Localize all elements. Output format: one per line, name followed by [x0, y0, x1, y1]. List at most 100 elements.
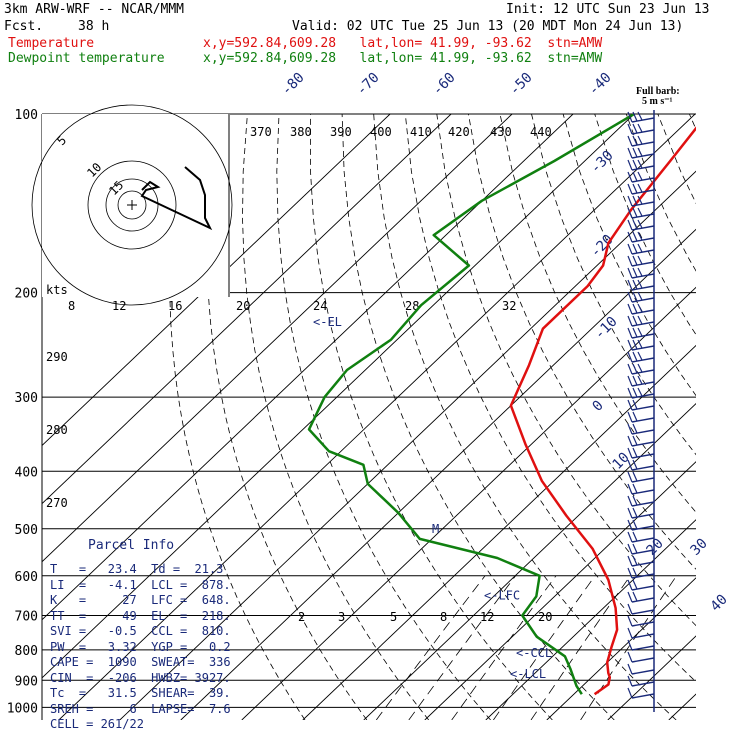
barb-legend-label: Full barb:: [636, 86, 680, 97]
wind-barb: [631, 513, 655, 519]
wind-barb-flag: [632, 243, 638, 254]
wind-barb-flag: [632, 279, 638, 290]
wind-barb-flag: [627, 135, 633, 147]
wind-barb-flag: [632, 255, 638, 266]
wind-barb-flag: [637, 147, 643, 157]
wind-barb-flag: [627, 627, 633, 639]
pressure-label: 900: [15, 674, 38, 689]
parcel-info-title: Parcel Info: [88, 538, 175, 553]
isotherm-label: -60: [430, 70, 459, 99]
dry-adiabat-line: [373, 114, 677, 720]
wind-barb: [631, 189, 655, 195]
wind-barb-flag: [627, 399, 633, 411]
wind-barb-flag: [627, 459, 633, 471]
temperature-trace: [509, 126, 696, 696]
wind-barb: [631, 537, 655, 543]
wind-barb: [631, 285, 655, 291]
parcel-row: LI = -4.1 LCL = 878.: [50, 577, 231, 592]
isotherm-line: [42, 114, 391, 447]
wind-barb: [631, 621, 655, 627]
wind-barb: [631, 549, 655, 555]
wind-barb-flag: [627, 183, 633, 195]
wind-barb: [631, 321, 655, 327]
isotherm-label: -10: [592, 314, 621, 343]
wind-barb-flag: [627, 495, 633, 507]
wind-barb-flag: [632, 399, 638, 410]
parcel-row: SREH = 6 LAPSE= 7.6: [50, 701, 231, 716]
isotherm-line: [42, 114, 452, 505]
wind-barb-flag: [632, 375, 638, 386]
dry-adiabat-line: [310, 114, 553, 720]
wind-barb: [631, 597, 655, 603]
dewpoint-legend: Dewpoint temperature: [8, 51, 165, 66]
wind-barb-flag: [627, 663, 633, 675]
isotherm-line: [42, 114, 574, 621]
wind-barb: [631, 561, 655, 567]
dry-adiabat-line: [404, 114, 696, 683]
wind-barb-flag: [627, 291, 633, 303]
wind-barb: [631, 429, 655, 435]
pressure-label: 500: [15, 523, 38, 538]
wind-barb-flag: [627, 147, 633, 159]
wind-barb-flag: [632, 483, 638, 494]
isotherm-label: -50: [507, 70, 536, 99]
wind-barb: [631, 153, 655, 159]
theta-label: 430: [490, 125, 512, 139]
hodograph-speed-label: 20: [236, 299, 250, 313]
isotherm-label: -70: [354, 70, 383, 99]
wind-barb: [631, 165, 655, 171]
wind-barb-flag: [637, 267, 643, 277]
dry-adiabat-line: [499, 114, 696, 513]
isotherm-line: [58, 114, 696, 720]
wind-barb-flag: [637, 363, 643, 373]
theta-label: 270: [46, 496, 68, 510]
hodograph-speed-label: 16: [168, 299, 182, 313]
wind-barb: [631, 417, 655, 423]
isotherm-label: 40: [708, 592, 731, 615]
pressure-label: 600: [15, 570, 38, 585]
wind-barb-flag: [637, 231, 643, 241]
parcel-row: CIN = -206 HWBZ= 3927.: [50, 670, 231, 685]
wind-barb-flag: [637, 387, 643, 397]
wind-barb: [631, 345, 655, 351]
wind-barb-flag: [632, 123, 638, 134]
theta-label: 420: [448, 125, 470, 139]
wind-barb-flag: [627, 471, 633, 483]
wind-barb: [631, 633, 655, 639]
wind-barb-flag: [632, 579, 638, 590]
isotherm-line: [241, 286, 696, 720]
wind-barb: [631, 669, 655, 675]
wind-barb-flag: [627, 567, 633, 579]
parcel-row: SVI = -0.5 CCL = 810.: [50, 624, 231, 638]
wind-barb-flag: [632, 207, 638, 218]
wind-barb-flag: [632, 195, 638, 206]
wind-barb-flag: [637, 375, 643, 385]
wind-barb-flag: [627, 651, 633, 663]
wind-barb: [631, 237, 655, 243]
wind-barb: [631, 141, 655, 147]
wind-barb-flag: [632, 171, 638, 182]
isotherm-line: [42, 114, 513, 563]
wind-barb-flag: [632, 231, 638, 242]
level-marker: <-LFC: [484, 589, 520, 603]
mixing-ratio-label: 8: [440, 610, 447, 624]
isotherm-line: [668, 693, 696, 720]
dry-adiabat-line: [657, 114, 696, 205]
isotherm-line: [180, 228, 696, 720]
wind-barb-flag: [637, 123, 643, 133]
wind-barb-flag: [627, 519, 633, 531]
hodograph-ring: [105, 178, 159, 232]
wind-barb-flag: [632, 387, 638, 398]
wind-barb: [631, 117, 655, 123]
wind-barb-flag: [627, 639, 633, 651]
parcel-row: TT = 49 EL = 218.: [50, 608, 231, 623]
wind-barb-flag: [627, 159, 633, 171]
hodograph-trace: [140, 166, 213, 231]
wind-barb-flag: [627, 279, 633, 291]
dry-adiabat-line: [276, 114, 491, 720]
wind-barb-flag: [627, 603, 633, 615]
wind-barb: [631, 501, 655, 507]
init-time: Init: 12 UTC Sun 23 Jun 13: [506, 2, 710, 17]
wind-barb: [631, 489, 655, 495]
wind-barb: [631, 297, 655, 303]
